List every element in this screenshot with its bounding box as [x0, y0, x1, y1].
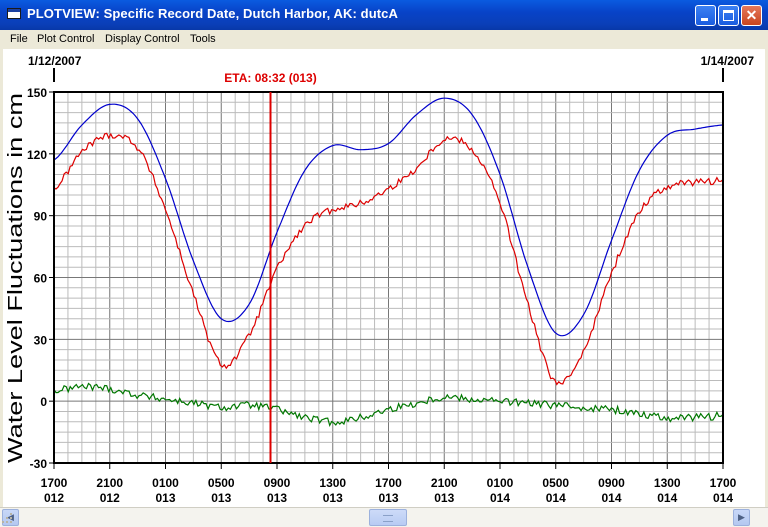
x-tick-label-day: 013	[378, 491, 398, 505]
maximize-button[interactable]	[718, 5, 739, 26]
series-line-residual	[53, 382, 724, 428]
x-tick-label-time: 0500	[542, 476, 569, 490]
x-tick-label-time: 2100	[431, 476, 458, 490]
menu-display-control[interactable]: Display Control	[105, 33, 180, 45]
scroll-right-button[interactable]: ▶	[733, 509, 750, 526]
x-tick-label-day: 012	[100, 491, 120, 505]
y-tick-label: 90	[34, 210, 48, 224]
x-tick-label-time: 1300	[654, 476, 681, 490]
menu-file[interactable]: File	[10, 33, 28, 45]
end-date-label: 1/14/2007	[701, 54, 755, 68]
x-tick-label-time: 1300	[319, 476, 346, 490]
menu-bar: File Plot Control Display Control Tools	[0, 30, 768, 49]
resize-grip-icon[interactable]	[0, 511, 14, 525]
close-button[interactable]: ✕	[741, 5, 762, 26]
chart-grid	[53, 91, 724, 464]
x-tick-label-time: 0900	[264, 476, 291, 490]
y-tick-label: -30	[30, 457, 48, 471]
y-axis: 150 120 90 60 30 0 -30	[27, 86, 54, 471]
window-title: PLOTVIEW: Specific Record Date, Dutch Ha…	[27, 6, 398, 21]
x-tick-label-day: 014	[657, 491, 677, 505]
menu-plot-control[interactable]: Plot Control	[37, 33, 95, 45]
series-layer	[53, 97, 724, 428]
y-tick-label: 30	[34, 333, 48, 347]
close-icon: ✕	[745, 7, 758, 23]
y-axis-label: Water Level Fluctuations in cm	[5, 93, 27, 463]
x-tick-label-day: 014	[546, 491, 566, 505]
maximize-icon	[719, 6, 738, 25]
app-window-icon	[7, 8, 21, 19]
x-tick-label-time: 0100	[487, 476, 514, 490]
x-axis: 1700012210001201000130500013090001313000…	[41, 463, 737, 505]
x-tick-label-time: 1700	[710, 476, 737, 490]
minimize-button[interactable]	[695, 5, 716, 26]
menu-tools[interactable]: Tools	[190, 33, 216, 45]
x-tick-label-day: 013	[267, 491, 287, 505]
x-tick-label-day: 013	[434, 491, 454, 505]
y-tick-label: 0	[40, 395, 47, 409]
x-tick-label-time: 0100	[152, 476, 179, 490]
y-tick-label: 150	[27, 86, 47, 100]
x-tick-label-day: 013	[211, 491, 231, 505]
series-line-predicted	[53, 97, 724, 337]
x-tick-label-day: 012	[44, 491, 64, 505]
minimize-icon	[696, 6, 715, 25]
start-date-label: 1/12/2007	[28, 54, 82, 68]
horizontal-scrollbar[interactable]: ◀ ▶	[0, 507, 768, 527]
x-tick-label-time: 0500	[208, 476, 235, 490]
eta-label: ETA: 08:32 (013)	[224, 71, 316, 85]
x-tick-label-day: 013	[155, 491, 175, 505]
x-tick-label-day: 014	[601, 491, 621, 505]
x-tick-label-time: 1700	[375, 476, 402, 490]
series-line-observed	[53, 132, 724, 386]
x-tick-label-day: 014	[713, 491, 733, 505]
x-tick-label-time: 0900	[598, 476, 625, 490]
y-tick-label: 120	[27, 148, 47, 162]
x-tick-label-day: 013	[323, 491, 343, 505]
x-tick-label-time: 2100	[96, 476, 123, 490]
x-tick-label-time: 1700	[41, 476, 68, 490]
y-tick-label: 60	[34, 272, 48, 286]
title-bar: PLOTVIEW: Specific Record Date, Dutch Ha…	[0, 0, 768, 30]
scroll-thumb[interactable]	[369, 509, 407, 526]
x-tick-label-day: 014	[490, 491, 510, 505]
